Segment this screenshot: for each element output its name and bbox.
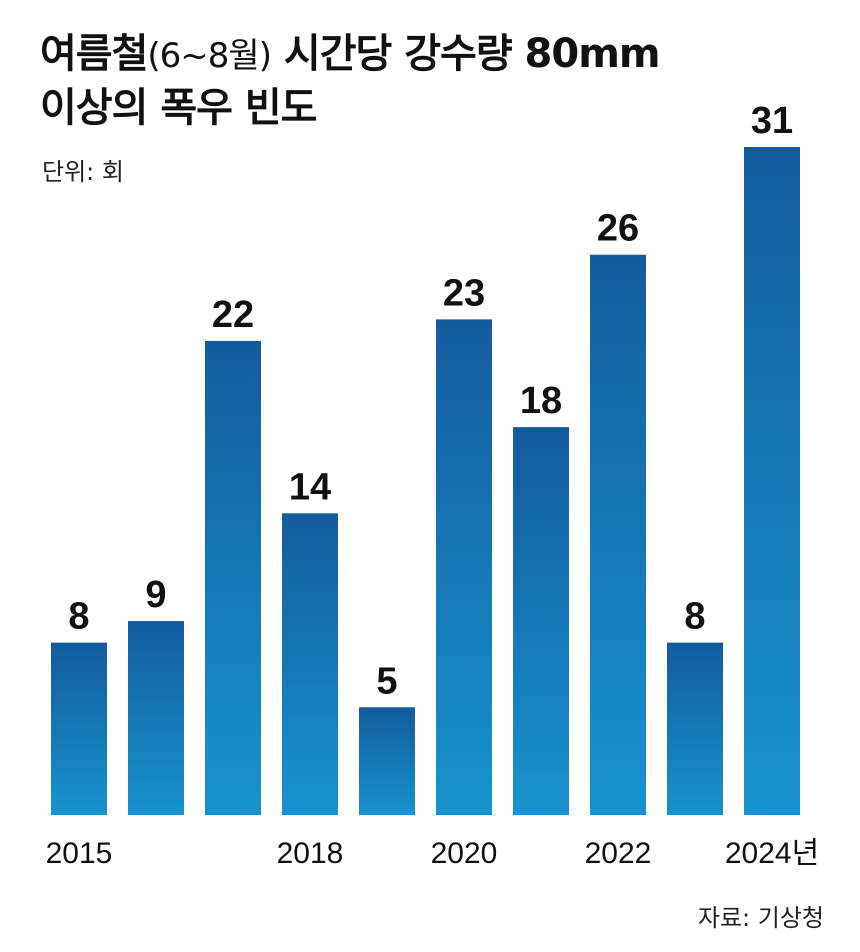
bar-2020 bbox=[436, 319, 492, 815]
x-tick-label-2024: 2024년 bbox=[725, 837, 819, 870]
bar-2021 bbox=[513, 427, 569, 815]
unit-label: 단위: 회 bbox=[42, 158, 124, 186]
bar-2018 bbox=[282, 513, 338, 815]
x-tick-label-2015: 2015 bbox=[46, 837, 113, 870]
title-period: (6~8월) bbox=[147, 36, 272, 76]
value-label-2015: 8 bbox=[68, 596, 89, 638]
chart-title: 여름철(6~8월) 시간당 강수량 80mm 이상의 폭우 빈도 bbox=[40, 28, 661, 134]
bar-2023 bbox=[667, 642, 723, 815]
bar-2017 bbox=[205, 340, 261, 815]
value-label-2024: 31 bbox=[751, 100, 793, 142]
chart-title-line-1: 여름철(6~8월) 시간당 강수량 80mm bbox=[40, 28, 661, 82]
value-label-2023: 8 bbox=[684, 596, 705, 638]
value-label-2020: 23 bbox=[443, 272, 485, 314]
bar-group bbox=[51, 147, 800, 815]
bar-2022 bbox=[590, 254, 646, 815]
bar-2019 bbox=[359, 707, 415, 815]
value-label-2022: 26 bbox=[597, 208, 639, 250]
value-label-group: 8 9 22 14 5 23 18 26 8 31 bbox=[68, 100, 793, 702]
title-rest: 시간당 강수량 80mm bbox=[270, 31, 661, 77]
value-label-2019: 5 bbox=[376, 660, 397, 702]
x-tick-label-2020: 2020 bbox=[431, 837, 498, 870]
x-tick-label-2018: 2018 bbox=[277, 837, 344, 870]
title-main: 여름철 bbox=[40, 31, 148, 77]
bar-2015 bbox=[51, 642, 107, 815]
x-tick-label-group: 2015 2018 2020 2022 2024년 bbox=[46, 837, 820, 870]
value-label-2018: 14 bbox=[289, 466, 331, 508]
source-label: 자료: 기상청 bbox=[697, 904, 824, 932]
x-tick-label-2022: 2022 bbox=[585, 837, 652, 870]
chart-title-line-2: 이상의 폭우 빈도 bbox=[40, 85, 317, 131]
bar-2024 bbox=[744, 147, 800, 815]
value-label-2016: 9 bbox=[145, 574, 166, 616]
value-label-2017: 22 bbox=[212, 294, 254, 336]
bar-2016 bbox=[128, 621, 184, 815]
value-label-2021: 18 bbox=[520, 380, 562, 422]
